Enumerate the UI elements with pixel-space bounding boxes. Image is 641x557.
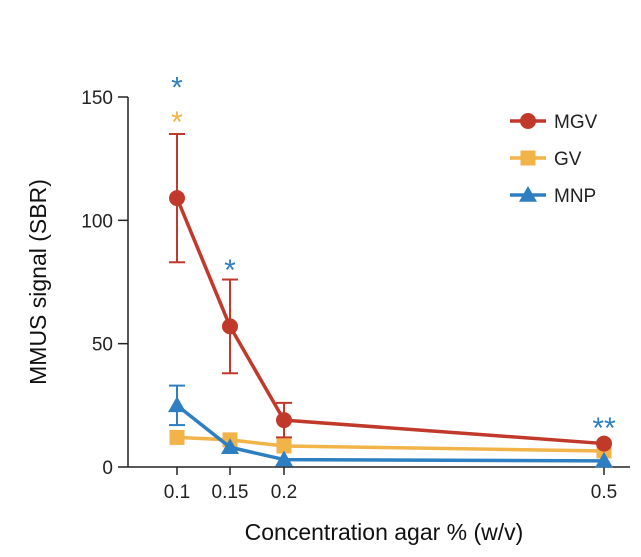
legend-mnp-label: MNP <box>554 186 596 207</box>
legend-mgv-label: MGV <box>554 112 598 133</box>
gv-line <box>176 435 605 453</box>
legend-mnp-marker <box>519 186 537 202</box>
x-tick-label: 0.5 <box>591 482 617 503</box>
significance-marker: * <box>171 72 183 105</box>
y-tick-label: 150 <box>81 88 113 109</box>
legend-gv-marker <box>520 150 536 166</box>
legend-item-mgv: MGV <box>510 112 598 133</box>
mnp-line <box>175 403 605 463</box>
series-mnp <box>168 384 613 468</box>
mgv-point <box>596 435 612 452</box>
legend: MGV GV MNP <box>510 112 598 207</box>
legend-item-mnp: MNP <box>510 186 596 207</box>
gv-point <box>276 438 292 454</box>
gv-point <box>169 429 185 445</box>
x-axis-label: Concentration agar % (w/v) <box>245 519 524 545</box>
significance-marker: * <box>224 254 236 287</box>
mnp-point <box>221 438 239 455</box>
y-tick-label: 0 <box>102 458 113 479</box>
legend-item-gv: GV <box>510 149 582 170</box>
plot-area <box>168 133 613 468</box>
series-gv <box>169 429 612 459</box>
x-tick-label: 0.15 <box>212 482 249 503</box>
mnp-point <box>168 396 186 413</box>
x-tick-label: 0.1 <box>164 482 190 503</box>
mnp-point <box>275 450 293 467</box>
mgv-point <box>169 190 185 207</box>
legend-mgv-marker <box>520 113 536 129</box>
mnp-point <box>595 451 613 468</box>
significance-marker: * <box>171 106 183 139</box>
y-axis-label: MMUS signal (SBR) <box>25 179 51 385</box>
axes <box>127 97 630 468</box>
series-mgv <box>169 133 612 452</box>
x-ticks: 0.1 0.15 0.2 0.5 <box>164 467 617 503</box>
mgv-point <box>276 412 292 429</box>
mgv-point <box>222 318 238 335</box>
x-tick-label: 0.2 <box>271 482 297 503</box>
significance-annotations: ***** <box>171 72 616 445</box>
legend-gv-label: GV <box>554 149 582 170</box>
y-tick-label: 50 <box>92 335 113 356</box>
y-ticks: 0 50 100 150 <box>81 88 128 479</box>
significance-marker: ** <box>592 412 616 445</box>
mgv-line <box>175 197 605 446</box>
y-tick-label: 100 <box>81 211 113 232</box>
